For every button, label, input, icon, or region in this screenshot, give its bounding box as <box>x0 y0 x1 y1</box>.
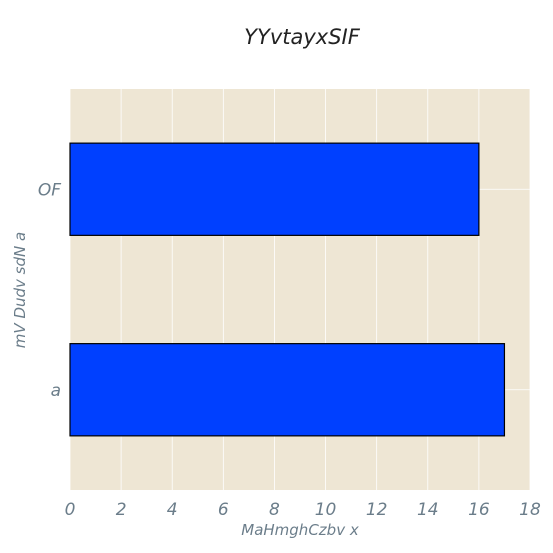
x-tick-label: 4 <box>167 500 178 520</box>
x-tick-label: 8 <box>269 500 280 520</box>
x-tick-label: 10 <box>315 500 337 520</box>
bar-a <box>69 343 506 437</box>
x-axis-ticks: 0 2 4 6 8 10 12 14 16 18 <box>65 500 541 520</box>
x-tick-label: 16 <box>468 500 490 520</box>
x-tick-label: 12 <box>366 500 388 520</box>
y-category-label: OF <box>38 180 61 200</box>
x-tick-label: 2 <box>116 500 127 520</box>
y-category-label: a <box>51 381 61 401</box>
bars <box>69 142 506 437</box>
x-axis-label: MaHmghCzbv x <box>241 521 359 539</box>
x-tick-label: 6 <box>218 500 229 520</box>
bar-of <box>69 142 480 236</box>
x-tick-label: 14 <box>417 500 439 520</box>
x-tick-label: 0 <box>65 500 76 520</box>
y-axis-categories: a OF <box>38 180 61 401</box>
chart-title: YYvtayxSIF <box>244 25 361 49</box>
x-tick-label: 18 <box>519 500 541 520</box>
y-axis-label: mV Dudv sdN a <box>11 232 29 348</box>
